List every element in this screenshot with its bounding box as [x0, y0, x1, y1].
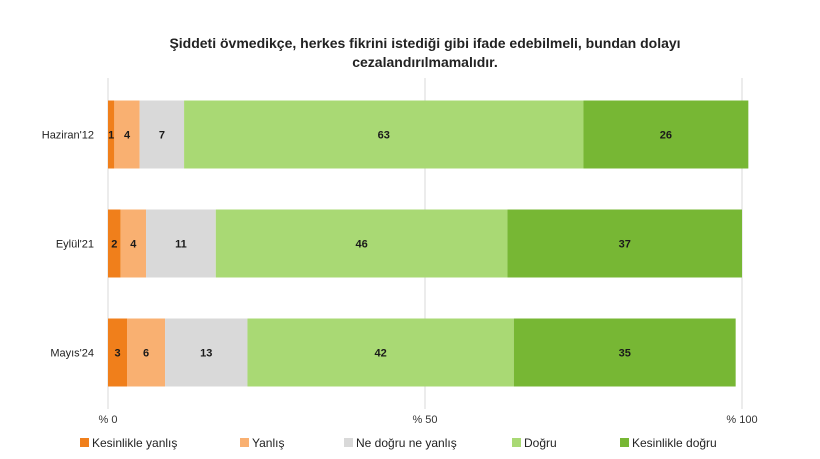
legend-label: Yanlış [252, 436, 284, 450]
bar-segment [108, 318, 128, 387]
legend-swatch [512, 438, 521, 447]
data-label: 13 [200, 348, 212, 360]
chart-title-line-1: Şiddeti övmedikçe, herkes fikrini istedi… [169, 35, 680, 51]
chart-title: Şiddeti övmedikçe, herkes fikrini istedi… [169, 35, 680, 70]
data-label: 4 [124, 130, 131, 142]
legend-swatch [240, 438, 249, 447]
chart-title-line-2: cezalandırılmamalıdır. [352, 54, 498, 70]
data-label: 35 [619, 348, 631, 360]
data-label: 2 [111, 239, 117, 251]
bar-segment [247, 318, 514, 387]
legend-label: Kesinlikle doğru [632, 436, 717, 450]
data-label: 6 [143, 348, 149, 360]
x-axis-ticks: % 0 % 50 % 100 [99, 414, 758, 426]
legend-label: Doğru [524, 436, 557, 450]
legend-label: Kesinlikle yanlış [92, 436, 177, 450]
data-label: 7 [159, 130, 165, 142]
data-label: 3 [114, 348, 120, 360]
x-tick-label: % 100 [726, 414, 757, 426]
data-label: 11 [175, 239, 187, 251]
bars [108, 100, 749, 387]
data-label: 46 [355, 239, 367, 251]
bar-segment [146, 209, 216, 278]
category-label: Mayıs'24 [50, 348, 94, 360]
bar-segment [184, 100, 584, 169]
bar-segment [507, 209, 742, 278]
legend-swatch [80, 438, 89, 447]
category-labels: Haziran'12 Eylül'21 Mayıs'24 [42, 130, 94, 360]
bar-segment [215, 209, 508, 278]
x-tick-label: % 0 [99, 414, 118, 426]
data-label: 63 [378, 130, 390, 142]
legend: Kesinlikle yanlış Yanlış Ne doğru ne yanlı… [80, 436, 717, 450]
bar-segment [165, 318, 248, 387]
bar-segment [127, 318, 166, 387]
x-tick-label: % 50 [412, 414, 437, 426]
data-label: 37 [619, 239, 631, 251]
legend-swatch [620, 438, 629, 447]
data-label: 1 [108, 130, 114, 142]
data-label: 4 [130, 239, 137, 251]
legend-swatch [344, 438, 353, 447]
data-label: 42 [374, 348, 386, 360]
legend-label: Ne doğru ne yanlış [356, 436, 457, 450]
bar-segment [108, 209, 121, 278]
bar-segment [120, 209, 147, 278]
category-label: Haziran'12 [42, 130, 94, 142]
bar-segment [513, 318, 736, 387]
bar-segment [139, 100, 185, 169]
bar-segment [108, 100, 115, 169]
data-labels: 1 4 7 63 262 4 11 46 373 6 13 42 35 [108, 130, 672, 360]
bar-segment [583, 100, 749, 169]
bar-segment [114, 100, 140, 169]
data-label: 26 [660, 130, 672, 142]
category-label: Eylül'21 [56, 239, 94, 251]
